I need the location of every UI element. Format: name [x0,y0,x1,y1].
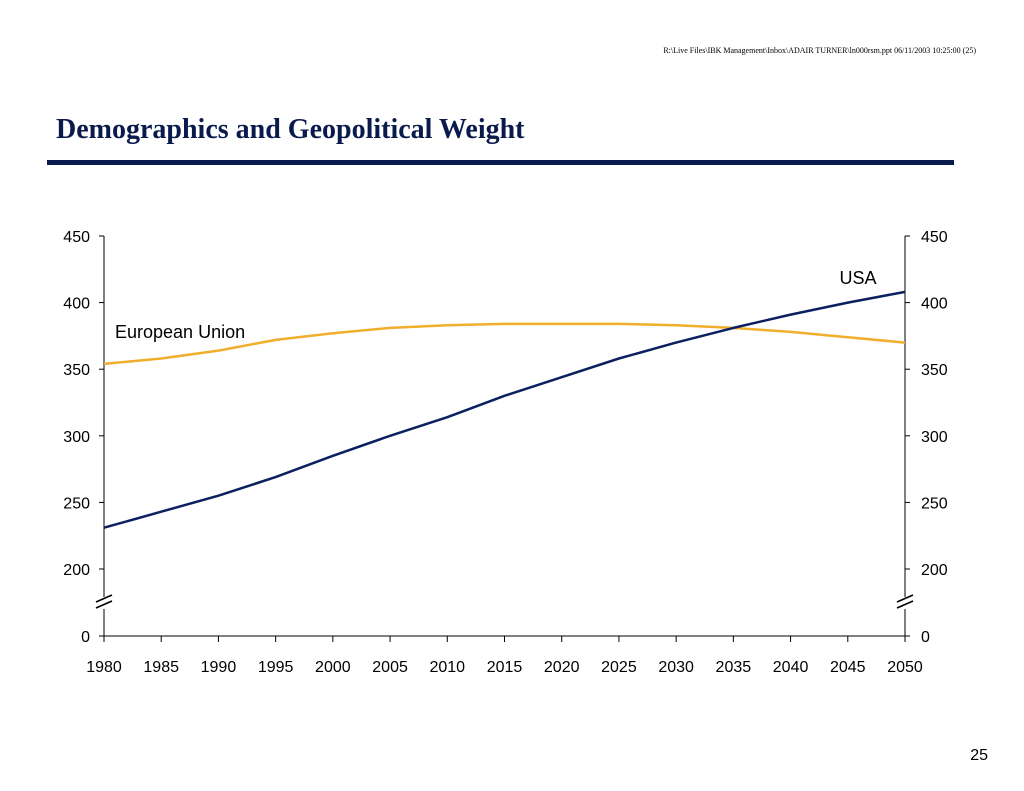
y-tick-label-left: 200 [63,562,90,579]
y-tick-label-right: 300 [921,429,948,446]
y-tick-label-right: 250 [921,495,948,512]
y-tick-label-right: 350 [921,362,948,379]
y-tick-label-left: 450 [63,229,90,246]
x-tick-label: 2010 [429,659,465,676]
y-tick-label-right: 400 [921,296,948,313]
y-tick-label-right: 450 [921,229,948,246]
slide-title: Demographics and Geopolitical Weight [56,114,525,145]
x-tick-label: 2005 [372,659,408,676]
title-rule [47,160,954,165]
axis-break-mark-left [95,600,113,609]
x-tick-label: 2040 [773,659,809,676]
file-path-label: R:\Live Files\IBK Management\Inbox\ADAIR… [663,46,976,55]
x-tick-label: 1985 [143,659,179,676]
x-tick-label: 1980 [86,659,122,676]
series-line-usa [103,290,906,529]
series-label-european-union: European Union [115,322,245,342]
y-tick-label-left: 300 [63,429,90,446]
x-tick-label: 2025 [601,659,637,676]
y-tick-label-left: 0 [81,629,90,646]
x-tick-label: 2015 [487,659,523,676]
y-tick-label-left: 400 [63,296,90,313]
x-tick-label: 2030 [658,659,694,676]
series-label-usa: USA [839,268,876,288]
y-tick-label-left: 350 [63,362,90,379]
y-tick-label-right: 0 [921,629,930,646]
x-tick-label: 2050 [887,659,923,676]
axis-break-mark-left [95,594,113,603]
page-number: 25 [970,747,988,764]
x-tick-label: 1995 [258,659,294,676]
x-tick-label: 2000 [315,659,351,676]
series-line-european-union [103,322,906,366]
x-tick-label: 2035 [716,659,752,676]
x-tick-label: 2020 [544,659,580,676]
y-tick-label-right: 200 [921,562,948,579]
x-tick-label: 2045 [830,659,866,676]
axis-break-mark-right [896,594,914,603]
axis-break-mark-right [896,600,914,609]
x-tick-label: 1990 [201,659,237,676]
y-tick-label-left: 250 [63,495,90,512]
